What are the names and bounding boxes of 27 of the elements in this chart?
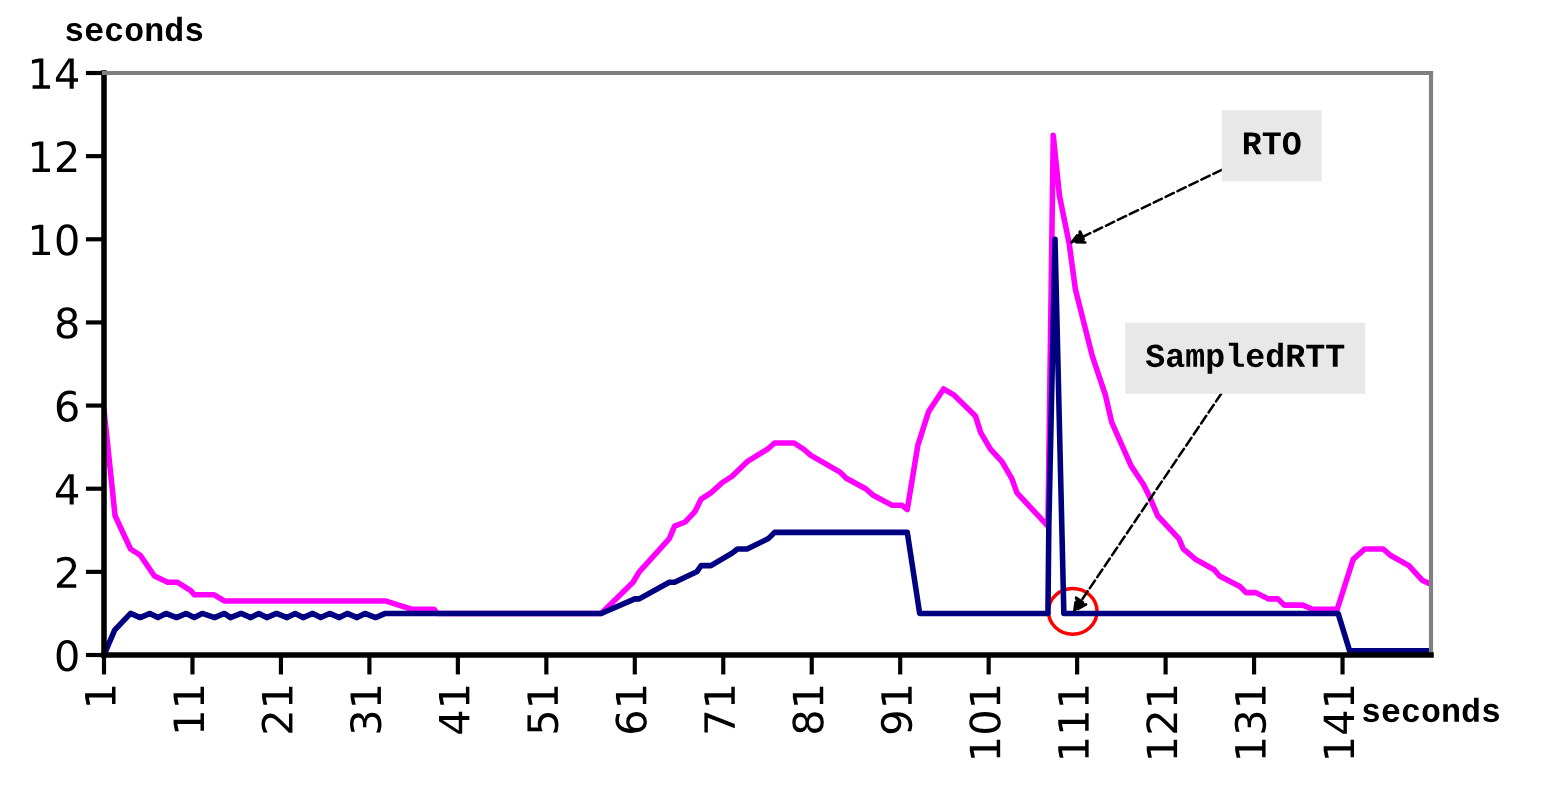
y-tick-label: 0 (56, 639, 78, 672)
x-tick-label: 41 (438, 686, 470, 734)
x-tick-label: 21 (261, 686, 293, 733)
y-tick-label: 6 (56, 390, 78, 422)
y-axis-title: seconds (66, 16, 203, 42)
y-tick-label: 2 (56, 556, 77, 588)
x-tick-label: 131 (1234, 686, 1267, 758)
y-tick-label: 14 (31, 58, 79, 89)
x-tick-label: 61 (615, 686, 647, 733)
y-tick-label: 10 (31, 224, 78, 256)
x-tick-label: 81 (792, 686, 824, 733)
x-tick-label: 111 (1058, 686, 1089, 758)
x-tick-label: 31 (349, 686, 382, 733)
annotation: RTO (1243, 132, 1301, 155)
x-tick-label: 141 (1323, 686, 1355, 758)
x-tick-label: 11 (173, 686, 204, 732)
annotation: SampledRTT (1145, 342, 1345, 374)
y-tick-label: 8 (56, 307, 78, 339)
x-tick-label: 51 (527, 686, 559, 733)
x-tick-label: 101 (969, 686, 1001, 758)
y-tick-label: 4 (55, 474, 79, 505)
x-tick-label: 91 (880, 686, 913, 734)
y-tick-label: 12 (31, 141, 77, 172)
x-tick-label: 121 (1146, 686, 1178, 758)
x-axis-title: seconds (1362, 697, 1499, 723)
x-tick-label: 1 (85, 686, 116, 705)
x-tick-label: 71 (704, 686, 735, 733)
